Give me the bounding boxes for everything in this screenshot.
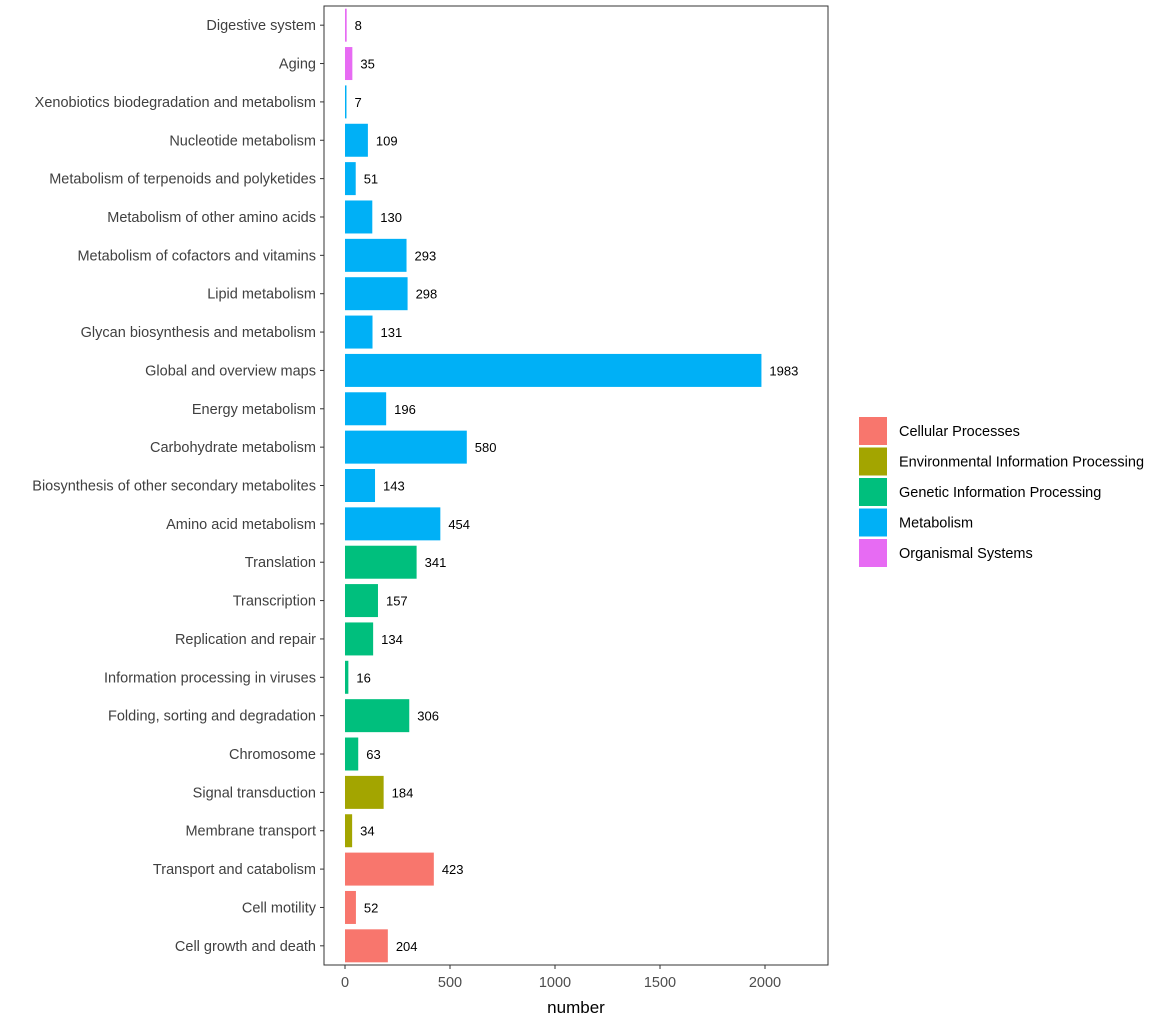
y-label-biosynthesis-of-other-secondary-metabolites: Biosynthesis of other secondary metaboli… (32, 479, 316, 495)
value-label-signal-transduction: 184 (392, 785, 414, 800)
bar-aging (345, 47, 353, 81)
y-label-membrane-transport: Membrane transport (185, 824, 316, 840)
bar-xenobiotics-biodegradation-and-metabolism (345, 85, 347, 119)
legend: Cellular Processes Environmental Informat… (859, 417, 1144, 567)
legend-swatch-cellular-processes (859, 417, 887, 445)
bar-nucleotide-metabolism (345, 123, 368, 157)
y-label-glycan-biosynthesis-and-metabolism: Glycan biosynthesis and metabolism (81, 325, 316, 341)
bar-chromosome (345, 737, 359, 771)
legend-label-organismal-systems: Organismal Systems (899, 546, 1033, 562)
bar-amino-acid-metabolism (345, 507, 441, 541)
value-label-replication-and-repair: 134 (381, 632, 403, 647)
value-label-translation: 341 (425, 555, 447, 570)
value-label-cell-motility: 52 (364, 900, 378, 915)
bar-signal-transduction (345, 775, 384, 809)
bar-folding-sorting-and-degradation (345, 699, 410, 733)
value-label-amino-acid-metabolism: 454 (448, 517, 470, 532)
legend-swatch-metabolism (859, 508, 887, 537)
value-label-global-and-overview-maps: 1983 (769, 363, 798, 378)
y-label-signal-transduction: Signal transduction (193, 785, 316, 801)
value-label-metabolism-of-other-amino-acids: 130 (380, 210, 402, 225)
x-tick-label-0: 0 (341, 975, 349, 991)
y-label-amino-acid-metabolism: Amino acid metabolism (166, 517, 316, 533)
value-label-lipid-metabolism: 298 (416, 287, 438, 302)
legend-label-genetic-information-processing: Genetic Information Processing (899, 485, 1101, 501)
value-label-chromosome: 63 (366, 747, 380, 762)
bar-metabolism-of-terpenoids-and-polyketides (345, 162, 356, 196)
y-label-nucleotide-metabolism: Nucleotide metabolism (169, 133, 316, 149)
bar-biosynthesis-of-other-secondary-metabolites (345, 469, 376, 502)
bar-membrane-transport (345, 814, 353, 848)
y-label-folding-sorting-and-degradation: Folding, sorting and degradation (108, 709, 316, 725)
value-label-metabolism-of-terpenoids-and-polyketides: 51 (364, 172, 378, 187)
bar-carbohydrate-metabolism (345, 430, 467, 464)
value-label-energy-metabolism: 196 (394, 402, 416, 417)
x-tick-label-500: 500 (438, 975, 462, 991)
value-label-glycan-biosynthesis-and-metabolism: 131 (381, 325, 403, 340)
x-tick-label-1000: 1000 (539, 975, 571, 991)
bar-information-processing-in-viruses (345, 660, 349, 694)
value-label-transcription: 157 (386, 594, 408, 609)
value-label-carbohydrate-metabolism: 580 (475, 440, 497, 455)
value-label-transport-and-catabolism: 423 (442, 862, 464, 877)
bar-glycan-biosynthesis-and-metabolism (345, 315, 373, 349)
bar-global-and-overview-maps (345, 353, 762, 387)
y-label-metabolism-of-terpenoids-and-polyketides: Metabolism of terpenoids and polyketides (49, 172, 316, 188)
value-label-xenobiotics-biodegradation-and-metabolism: 7 (354, 95, 361, 110)
plot-area: Digestive system 8 Aging 35 Xenobiotics biod… (32, 5, 829, 1017)
bar-translation (345, 545, 417, 579)
y-label-metabolism-of-other-amino-acids: Metabolism of other amino acids (107, 210, 316, 226)
bar-lipid-metabolism (345, 277, 408, 311)
y-label-aging: Aging (279, 57, 316, 73)
y-label-cell-motility: Cell motility (242, 900, 317, 916)
x-tick-label-1500: 1500 (644, 975, 676, 991)
value-label-biosynthesis-of-other-secondary-metabolites: 143 (383, 479, 405, 494)
bar-cell-motility (345, 890, 356, 924)
bar-transport-and-catabolism (345, 852, 434, 886)
y-label-cell-growth-and-death: Cell growth and death (175, 939, 316, 955)
bar-replication-and-repair (345, 622, 374, 656)
bar-metabolism-of-other-amino-acids (345, 200, 373, 234)
x-axis-title: number (547, 998, 605, 1017)
legend-swatch-genetic-information-processing (859, 478, 887, 506)
value-label-membrane-transport: 34 (360, 824, 374, 839)
value-label-cell-growth-and-death: 204 (396, 939, 418, 954)
bar-transcription (345, 584, 378, 618)
bar-energy-metabolism (345, 392, 387, 426)
bar-digestive-system (345, 8, 347, 42)
y-label-energy-metabolism: Energy metabolism (192, 402, 316, 418)
y-label-global-and-overview-maps: Global and overview maps (145, 363, 316, 379)
value-label-folding-sorting-and-degradation: 306 (417, 709, 439, 724)
value-label-digestive-system: 8 (355, 18, 362, 33)
bar-cell-growth-and-death (345, 929, 388, 963)
bar-metabolism-of-cofactors-and-vitamins (345, 238, 407, 272)
y-label-translation: Translation (245, 555, 316, 571)
legend-swatch-organismal-systems (859, 539, 887, 567)
value-label-information-processing-in-viruses: 16 (356, 670, 370, 685)
value-label-nucleotide-metabolism: 109 (376, 133, 398, 148)
x-tick-label-2000: 2000 (749, 975, 781, 991)
y-label-replication-and-repair: Replication and repair (175, 632, 316, 648)
value-label-aging: 35 (360, 57, 374, 72)
value-label-metabolism-of-cofactors-and-vitamins: 293 (415, 248, 437, 263)
y-label-transport-and-catabolism: Transport and catabolism (153, 862, 316, 878)
legend-label-environmental-information-processing: Environmental Information Processing (899, 455, 1144, 471)
y-label-xenobiotics-biodegradation-and-metabolism: Xenobiotics biodegradation and metabolis… (35, 95, 316, 111)
legend-swatch-environmental-information-processing (859, 447, 887, 476)
y-label-digestive-system: Digestive system (206, 18, 316, 34)
legend-label-cellular-processes: Cellular Processes (899, 424, 1020, 440)
y-label-transcription: Transcription (233, 594, 316, 610)
y-label-carbohydrate-metabolism: Carbohydrate metabolism (150, 440, 316, 456)
legend-label-metabolism: Metabolism (899, 516, 973, 532)
y-label-chromosome: Chromosome (229, 747, 316, 763)
y-label-information-processing-in-viruses: Information processing in viruses (104, 670, 316, 686)
y-label-lipid-metabolism: Lipid metabolism (207, 287, 316, 303)
y-label-metabolism-of-cofactors-and-vitamins: Metabolism of cofactors and vitamins (77, 248, 316, 264)
